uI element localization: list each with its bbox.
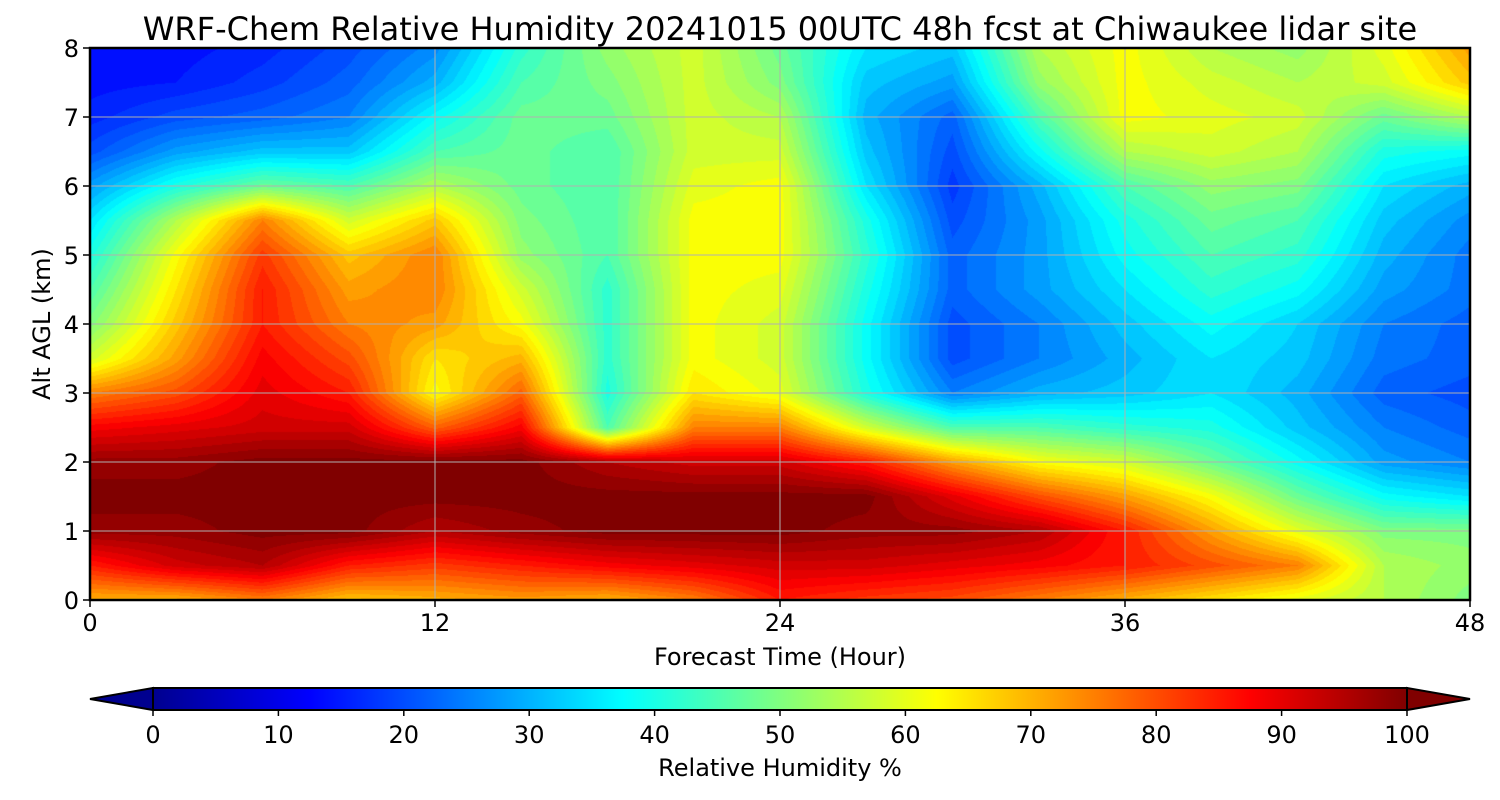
- colorbar-ticks: 0 10 20 30 40 50 60 70 80 90 100: [145, 710, 1430, 749]
- colorbar-tick-label: 70: [1016, 721, 1047, 749]
- y-tick-label: 4: [64, 311, 79, 339]
- y-axis: 0 1 2 3 4 5 6 7 8: [64, 35, 90, 615]
- x-axis: 0 12 24 36 48: [82, 600, 1485, 637]
- colorbar-tick-label: 50: [765, 721, 796, 749]
- colorbar-tick-label: 90: [1266, 721, 1297, 749]
- chart-title: WRF-Chem Relative Humidity 20241015 00UT…: [143, 10, 1417, 48]
- x-tick-label: 36: [1110, 609, 1141, 637]
- colorbar-tick-label: 100: [1384, 721, 1430, 749]
- y-tick-label: 8: [64, 35, 79, 63]
- y-tick-label: 1: [64, 518, 79, 546]
- colorbar-label: Relative Humidity %: [658, 754, 902, 782]
- colorbar-max-extend: [1406, 686, 1471, 712]
- x-tick-label: 0: [82, 609, 97, 637]
- colorbar-tick-label: 10: [263, 721, 294, 749]
- x-axis-label: Forecast Time (Hour): [654, 643, 906, 671]
- y-tick-label: 2: [64, 449, 79, 477]
- grid-lines: [90, 48, 1470, 600]
- colorbar-tick-label: 40: [639, 721, 670, 749]
- colorbar: 0 10 20 30 40 50 60 70 80 90 100 Relative Humidity…: [89, 686, 1471, 782]
- colorbar-tick-label: 60: [890, 721, 921, 749]
- y-tick-label: 3: [64, 380, 79, 408]
- colorbar-tick-label: 30: [514, 721, 545, 749]
- x-tick-label: 24: [765, 609, 796, 637]
- x-tick-label: 12: [420, 609, 451, 637]
- y-tick-label: 7: [64, 104, 79, 132]
- y-tick-label: 0: [64, 587, 79, 615]
- colorbar-tick-label: 80: [1141, 721, 1172, 749]
- colorbar-gradient: [152, 687, 1408, 711]
- y-axis-label: Alt AGL (km): [28, 248, 56, 400]
- y-tick-label: 5: [64, 242, 79, 270]
- colorbar-min-extend: [89, 686, 154, 712]
- x-tick-label: 48: [1455, 609, 1486, 637]
- colorbar-tick-label: 20: [389, 721, 420, 749]
- colorbar-tick-label: 0: [145, 721, 160, 749]
- y-tick-label: 6: [64, 173, 79, 201]
